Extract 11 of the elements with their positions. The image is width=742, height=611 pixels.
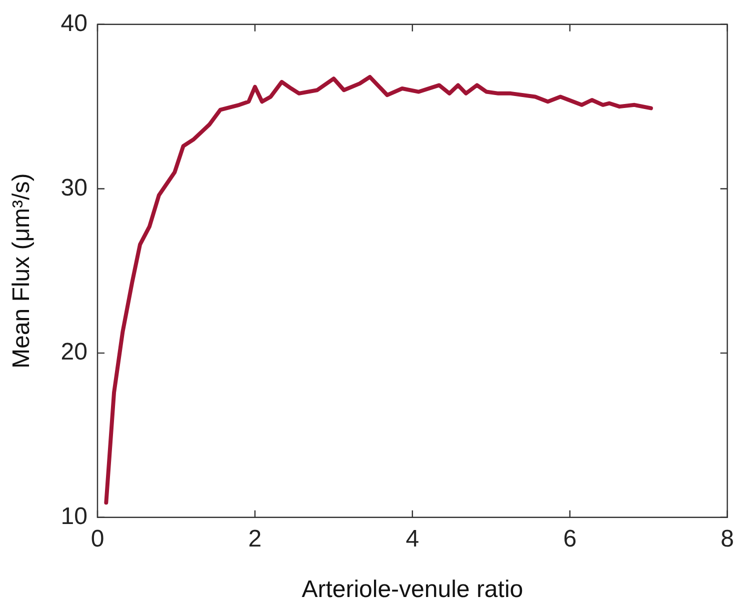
- x-axis-title: Arteriole-venule ratio: [302, 576, 524, 604]
- y-axis-title: Mean Flux (μm³/s): [8, 173, 36, 368]
- y-tick-label: 40: [60, 10, 88, 38]
- x-tick-label: 4: [406, 525, 420, 552]
- x-tick-label: 0: [90, 525, 104, 552]
- x-tick-label: 6: [563, 525, 577, 552]
- y-tick-label: 20: [60, 338, 88, 366]
- y-tick-label: 30: [60, 174, 88, 202]
- x-tick-label: 2: [248, 525, 262, 552]
- x-tick-label: 8: [720, 525, 734, 552]
- y-tick-label: 10: [60, 503, 88, 530]
